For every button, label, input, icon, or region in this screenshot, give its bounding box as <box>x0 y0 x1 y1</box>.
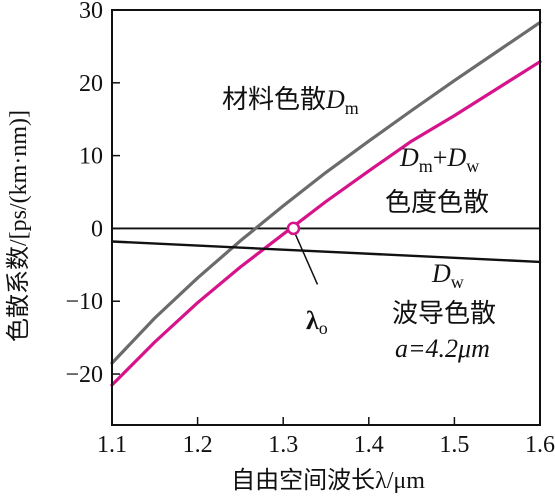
total-dispersion-sub1: m <box>419 156 433 176</box>
material-dispersion-sub: m <box>345 98 359 118</box>
zero-dispersion-marker <box>286 221 301 236</box>
total-dispersion-d1: D <box>399 143 419 172</box>
x-tick-label: 1.6 <box>525 432 555 458</box>
y-axis-title: 色散系数/[ps/(km·nm)] <box>5 110 32 342</box>
total-dispersion-formula: Dm+Dw <box>399 143 479 176</box>
total-dispersion-plus: + <box>433 143 448 172</box>
waveguide-param-label: a=4.2μm <box>395 334 490 363</box>
lambda-symbol: λ <box>306 306 319 335</box>
y-tick-label: −20 <box>65 362 103 388</box>
waveguide-dispersion-label: 波导色散 <box>392 299 496 328</box>
x-tick-label: 1.5 <box>439 432 469 458</box>
lambda-sub: o <box>319 318 328 338</box>
x-tick-label: 1.1 <box>97 432 127 458</box>
total-dispersion-label: 色度色散 <box>385 188 489 217</box>
y-tick-label: 20 <box>79 71 103 97</box>
total-dispersion-sub2: w <box>466 156 479 176</box>
y-tick-label: 10 <box>79 144 103 170</box>
plot-frame <box>111 9 541 426</box>
waveguide-dispersion-symbol: Dw <box>431 259 464 292</box>
material-dispersion-label: 材料色散Dm <box>222 85 359 118</box>
lines-layer <box>110 20 542 387</box>
y-tick-label: 0 <box>91 216 103 242</box>
ticks-layer: 1.1 1.2 1.3 1.4 1.5 1.6 30 20 10 0 −10 −20 <box>65 0 555 458</box>
y-tick-label: −10 <box>65 289 103 315</box>
x-tick-label: 1.4 <box>354 432 384 458</box>
waveguide-d: D <box>431 259 451 288</box>
y-tick-label: 30 <box>79 0 103 24</box>
lambda-zero-leader <box>294 234 319 285</box>
waveguide-sub: w <box>451 272 464 292</box>
x-tick-label: 1.2 <box>183 432 213 458</box>
total-dispersion-curve <box>110 60 542 387</box>
material-dispersion-curve <box>110 20 542 365</box>
material-dispersion-symbol: D <box>325 85 345 114</box>
x-tick-label: 1.3 <box>268 432 298 458</box>
x-axis-title: 自由空间波长λ/μm <box>231 467 425 494</box>
lambda-zero-label: λo <box>306 306 328 338</box>
material-dispersion-text: 材料色散 <box>222 85 326 114</box>
waveguide-dispersion-curve <box>110 240 542 264</box>
total-dispersion-d2: D <box>446 143 466 172</box>
